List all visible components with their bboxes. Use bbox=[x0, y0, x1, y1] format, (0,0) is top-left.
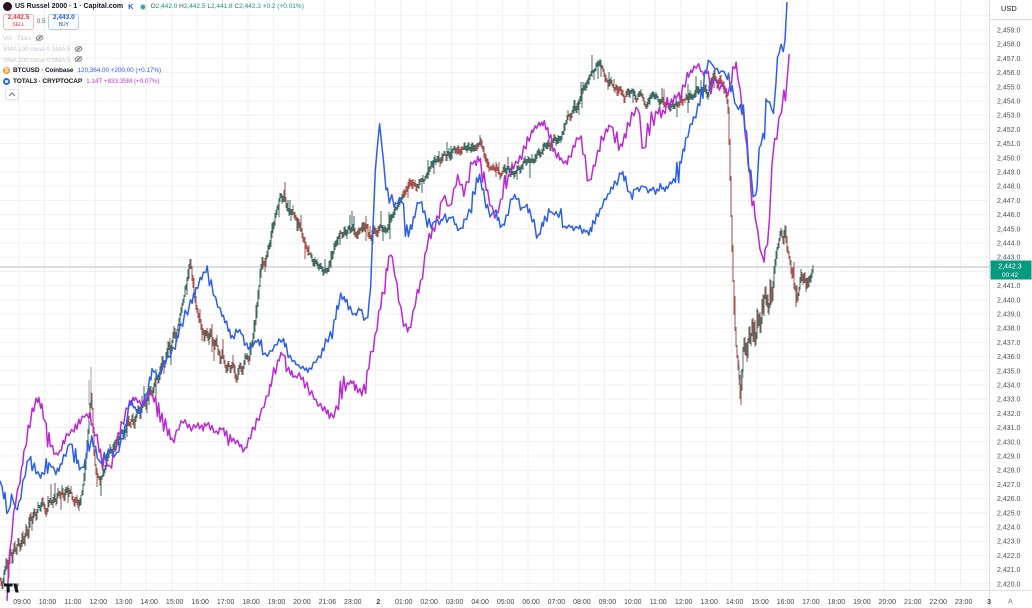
svg-text:17:00: 17:00 bbox=[802, 599, 820, 606]
svg-text:2,437.0: 2,437.0 bbox=[997, 340, 1020, 347]
svg-text:00:42: 00:42 bbox=[1002, 272, 1019, 279]
svg-text:18:00: 18:00 bbox=[828, 599, 846, 606]
svg-text:22:00: 22:00 bbox=[929, 599, 947, 606]
svg-text:02:00: 02:00 bbox=[420, 599, 438, 606]
svg-text:2,426.0: 2,426.0 bbox=[997, 496, 1020, 503]
svg-text:23:00: 23:00 bbox=[955, 599, 973, 606]
svg-text:17:00: 17:00 bbox=[217, 599, 235, 606]
svg-text:USD: USD bbox=[1001, 4, 1017, 13]
svg-text:2,436.0: 2,436.0 bbox=[997, 354, 1020, 361]
svg-text:2,423.0: 2,423.0 bbox=[997, 539, 1020, 546]
svg-text:2,420.0: 2,420.0 bbox=[997, 581, 1020, 588]
svg-text:04:00: 04:00 bbox=[471, 599, 489, 606]
svg-text:16:00: 16:00 bbox=[191, 599, 209, 606]
svg-text:20:00: 20:00 bbox=[879, 599, 897, 606]
svg-text:16:00: 16:00 bbox=[777, 599, 795, 606]
svg-text:2,425.0: 2,425.0 bbox=[997, 510, 1020, 517]
svg-text:14:00: 14:00 bbox=[726, 599, 744, 606]
svg-text:18:00: 18:00 bbox=[242, 599, 260, 606]
svg-text:2,427.0: 2,427.0 bbox=[997, 482, 1020, 489]
svg-text:2,442.3: 2,442.3 bbox=[998, 264, 1021, 271]
svg-text:11:00: 11:00 bbox=[64, 599, 81, 606]
svg-text:2,445.0: 2,445.0 bbox=[997, 226, 1020, 233]
svg-text:15:00: 15:00 bbox=[751, 599, 769, 606]
svg-text:2,421.0: 2,421.0 bbox=[997, 567, 1020, 574]
svg-text:2,435.0: 2,435.0 bbox=[997, 368, 1020, 375]
svg-text:13:00: 13:00 bbox=[700, 599, 718, 606]
svg-text:2,459.0: 2,459.0 bbox=[997, 28, 1020, 35]
svg-text:2,453.0: 2,453.0 bbox=[997, 113, 1020, 120]
svg-text:08:00: 08:00 bbox=[573, 599, 591, 606]
svg-text:19:00: 19:00 bbox=[268, 599, 286, 606]
svg-text:10:00: 10:00 bbox=[39, 599, 57, 606]
svg-text:03:00: 03:00 bbox=[446, 599, 464, 606]
svg-text:2,457.0: 2,457.0 bbox=[997, 56, 1020, 63]
svg-text:2,444.0: 2,444.0 bbox=[997, 241, 1020, 248]
svg-text:2,458.0: 2,458.0 bbox=[997, 42, 1020, 49]
svg-text:01:00: 01:00 bbox=[395, 599, 413, 606]
svg-text:12:00: 12:00 bbox=[675, 599, 693, 606]
svg-text:2,454.0: 2,454.0 bbox=[997, 99, 1020, 106]
svg-text:3: 3 bbox=[987, 599, 991, 606]
svg-text:2,440.0: 2,440.0 bbox=[997, 297, 1020, 304]
svg-text:2,456.0: 2,456.0 bbox=[997, 70, 1020, 77]
svg-text:14:00: 14:00 bbox=[140, 599, 158, 606]
svg-text:2,447.0: 2,447.0 bbox=[997, 198, 1020, 205]
svg-text:15:00: 15:00 bbox=[166, 599, 184, 606]
svg-text:2,452.0: 2,452.0 bbox=[997, 127, 1020, 134]
svg-text:07:00: 07:00 bbox=[548, 599, 566, 606]
svg-text:2: 2 bbox=[376, 599, 380, 606]
svg-text:13:00: 13:00 bbox=[115, 599, 133, 606]
svg-text:2,430.0: 2,430.0 bbox=[997, 439, 1020, 446]
svg-text:2,449.0: 2,449.0 bbox=[997, 170, 1020, 177]
svg-text:2,422.0: 2,422.0 bbox=[997, 553, 1020, 560]
svg-text:21:06: 21:06 bbox=[319, 599, 337, 606]
svg-text:2,428.0: 2,428.0 bbox=[997, 468, 1020, 475]
svg-text:11:00: 11:00 bbox=[650, 599, 667, 606]
svg-text:2,432.0: 2,432.0 bbox=[997, 411, 1020, 418]
svg-text:A: A bbox=[1008, 599, 1013, 606]
svg-text:21:00: 21:00 bbox=[904, 599, 922, 606]
svg-text:2,441.0: 2,441.0 bbox=[997, 283, 1020, 290]
svg-text:12:00: 12:00 bbox=[90, 599, 108, 606]
svg-text:2,451.0: 2,451.0 bbox=[997, 141, 1020, 148]
svg-text:09:00: 09:00 bbox=[13, 599, 31, 606]
svg-text:2,455.0: 2,455.0 bbox=[997, 84, 1020, 91]
svg-text:05:00: 05:00 bbox=[497, 599, 515, 606]
svg-text:2,429.0: 2,429.0 bbox=[997, 454, 1020, 461]
svg-text:2,443.0: 2,443.0 bbox=[997, 255, 1020, 262]
svg-text:06:00: 06:00 bbox=[522, 599, 540, 606]
svg-text:2,438.0: 2,438.0 bbox=[997, 326, 1020, 333]
svg-text:2,424.0: 2,424.0 bbox=[997, 525, 1020, 532]
svg-text:2,448.0: 2,448.0 bbox=[997, 184, 1020, 191]
svg-text:19:00: 19:00 bbox=[853, 599, 871, 606]
svg-text:2,433.0: 2,433.0 bbox=[997, 397, 1020, 404]
svg-text:2,431.0: 2,431.0 bbox=[997, 425, 1020, 432]
svg-text:2,439.0: 2,439.0 bbox=[997, 312, 1020, 319]
svg-text:09:00: 09:00 bbox=[599, 599, 617, 606]
svg-text:23:00: 23:00 bbox=[344, 599, 362, 606]
svg-text:2,434.0: 2,434.0 bbox=[997, 383, 1020, 390]
svg-text:20:00: 20:00 bbox=[293, 599, 311, 606]
svg-text:10:00: 10:00 bbox=[624, 599, 642, 606]
svg-text:2,450.0: 2,450.0 bbox=[997, 155, 1020, 162]
svg-text:2,446.0: 2,446.0 bbox=[997, 212, 1020, 219]
